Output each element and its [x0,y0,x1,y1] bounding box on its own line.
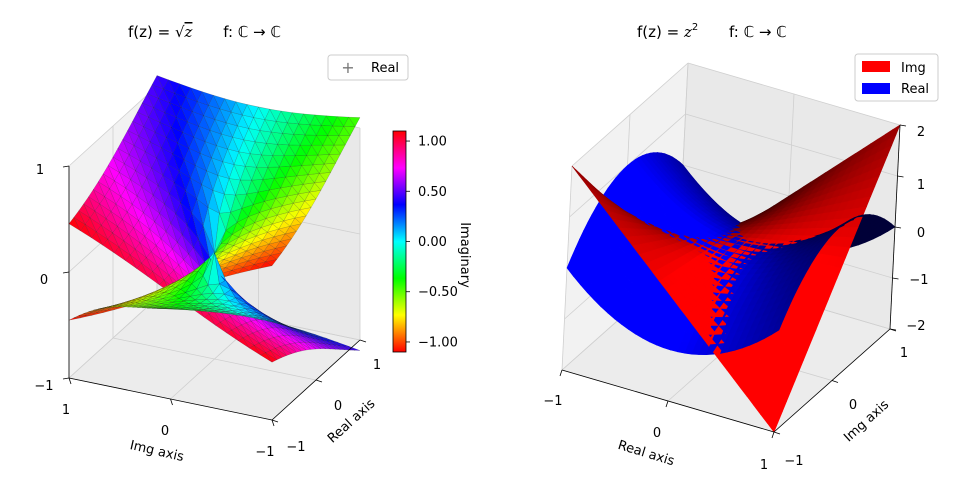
square-z-tick-label: −1 [909,273,928,288]
sqrt-x-axis-label: Img axis [128,438,185,465]
sqrt-x-tick-label: −1 [255,445,274,460]
sqrt-gridline [68,297,158,379]
colorbar-tick-label: −0.50 [418,285,458,300]
sqrt-y-tick-label: −1 [286,440,305,455]
sqrt-surface [68,75,361,363]
imaginary-colorbar: 1.00 0.50 0.00 −0.50 −1.00 Imaginary [392,130,472,353]
sqrt-x-tick [68,377,72,385]
square-legend-label: Img [901,61,926,76]
colorbar-tick-label: 1.00 [418,135,447,150]
square-z-tick [897,175,904,178]
square-x-axis-label: Real axis [616,438,676,469]
sqrt-surface-facet [348,346,361,351]
square-x-tick-label: −1 [543,394,562,409]
square-y-tick-label: 0 [849,398,857,413]
square-gridline [571,62,689,167]
square-plot: f(z) = z2 f: ℂ → ℂ −1 0 1 −1 0 1 2 1 0 −… [543,16,939,473]
plus-marker-icon: + [341,58,354,77]
square-z-tick-label: 1 [917,178,925,193]
colorbar-tick-label: −1.00 [418,335,458,350]
sqrt-x-tick [170,398,173,406]
square-z-tick [894,226,902,229]
sqrt-legend: + Real [327,54,409,81]
square-x-tick [665,400,669,408]
square-title: f(z) = z2 f: ℂ → ℂ [637,16,787,41]
square-legend-label: Real [901,82,929,97]
sqrt-axis-lines [62,165,367,427]
sqrt-title: f(z) = √z f: ℂ → ℂ [128,23,281,41]
square-legend: Img Real [854,53,939,102]
square-y-tick-label: −1 [784,454,803,469]
colorbar-tick-label: 0.00 [418,235,447,250]
sqrt-gridline [68,85,158,167]
square-y-tick-label: 1 [900,346,908,361]
real-surface-facet [770,319,784,336]
sqrt-z-tick-label: 0 [40,273,48,288]
square-z-tick [892,277,899,280]
sqrt-x-tick-label: 0 [161,424,169,439]
square-z-tick [889,328,897,331]
sqrt-y-tick [271,419,279,423]
sqrt-x-tick [271,419,275,427]
sqrt-z-tick [62,377,70,380]
square-gridline [687,62,901,126]
colorbar-tick-label: 0.50 [418,185,447,200]
square-x-tick-label: 1 [760,458,768,473]
sqrt-surface-facet [348,116,361,127]
square-y-tick [831,380,839,383]
sqrt-y-tick-label: 0 [334,399,342,414]
sqrt-z-tick-label: −1 [34,379,53,394]
square-y-tick [773,431,781,435]
sqrt-plot: f(z) = √z f: ℂ → ℂ 1 0 −1 −1 0 1 −1 0 1 … [34,23,472,465]
sqrt-gridline [112,337,317,381]
square-z-tick [899,124,907,127]
square-z-tick-label: 0 [917,226,925,241]
sqrt-y-tick [315,379,323,383]
img-swatch [862,61,890,72]
sqrt-y-tick-label: 1 [373,358,381,373]
img-surface-facet [766,412,779,433]
sqrt-y-tick [359,339,367,343]
sqrt-x-tick-label: 1 [62,403,70,418]
sqrt-z-tick-label: 1 [36,163,44,178]
sqrt-z-tick [62,165,70,168]
square-surfaces [566,124,901,433]
square-x-tick [771,431,775,439]
real-swatch [862,83,890,94]
square-z-tick-label: −2 [906,319,925,334]
sqrt-legend-label: Real [371,61,399,76]
square-z-tick-label: 2 [917,125,925,140]
sqrt-z-tick [62,271,70,274]
colorbar-label: Imaginary [457,222,472,288]
square-axis-lines [559,124,907,439]
square-x-tick-label: 0 [653,426,661,441]
square-x-tick [559,369,563,377]
